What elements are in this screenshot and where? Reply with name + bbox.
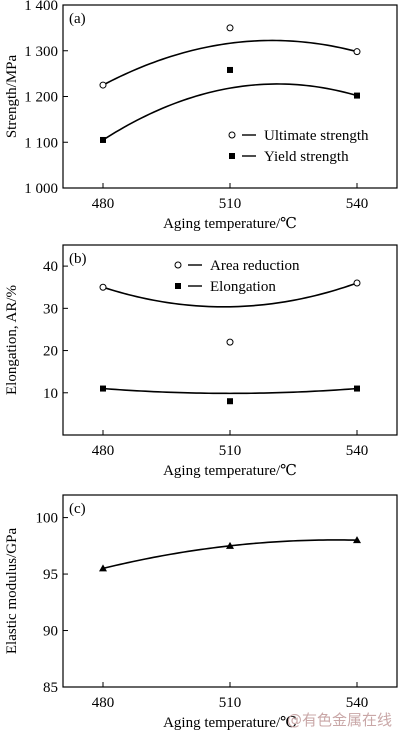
data-point-circle — [353, 48, 361, 56]
series-line — [102, 39, 358, 86]
x-tick-label: 510 — [219, 695, 242, 711]
watermark-text: @有色金属在线 — [287, 711, 392, 729]
x-axis-label: Aging temperature/℃ — [163, 715, 297, 731]
y-tick-label: 1 300 — [24, 44, 58, 60]
x-tick-label: 480 — [92, 443, 115, 459]
legend-marker-square — [175, 283, 181, 289]
x-tick-label: 510 — [219, 443, 242, 459]
data-point-square — [354, 92, 360, 99]
x-tick-label: 540 — [346, 695, 369, 711]
panel-2: (c) 480 510 540 85 90 95 100 Aging temperature/℃… — [4, 494, 398, 731]
x-tick-label: 480 — [92, 695, 115, 711]
data-point-square — [354, 385, 360, 392]
x-tick-label: 540 — [346, 196, 369, 212]
legend-marker-circle — [174, 261, 182, 269]
data-point-square — [100, 385, 106, 392]
data-point-circle — [99, 283, 107, 291]
y-tick-label: 1 400 — [24, 0, 58, 14]
panel-label: (b) — [69, 251, 87, 267]
legend-marker-square — [229, 153, 235, 159]
panel-label: (a) — [69, 11, 86, 27]
legend-label: Elongation — [210, 279, 276, 295]
y-tick-label: 100 — [36, 511, 59, 527]
data-point-circle — [226, 338, 234, 346]
y-tick-label: 85 — [43, 680, 58, 696]
legend-label: Yield strength — [264, 149, 349, 165]
data-point-square — [227, 66, 233, 73]
x-axis-label: Aging temperature/℃ — [163, 463, 297, 479]
panel-label: (c) — [69, 501, 86, 517]
y-tick-label: 90 — [43, 624, 58, 640]
plot-frame — [62, 494, 398, 688]
y-tick-label: 1 200 — [24, 90, 58, 106]
series-line — [102, 83, 358, 141]
legend-marker-circle — [228, 131, 236, 139]
y-axis-label: Elongation, AR/% — [4, 285, 20, 395]
data-point-circle — [353, 279, 361, 287]
y-tick-label: 30 — [43, 301, 58, 317]
data-point-square — [100, 136, 106, 143]
y-tick-label: 95 — [43, 567, 58, 583]
y-axis-label: Strength/MPa — [4, 54, 20, 138]
legend-label: Ultimate strength — [264, 128, 369, 144]
series-line — [102, 387, 358, 395]
y-tick-label: 1 000 — [24, 181, 58, 197]
panel-1: (b) 480 510 540 10 20 30 40 Aging temperature/℃ E… — [4, 244, 398, 479]
data-point-triangle — [99, 564, 107, 572]
y-tick-label: 10 — [43, 386, 58, 402]
y-tick-label: 20 — [43, 344, 58, 360]
series-line — [102, 282, 358, 308]
data-point-circle — [226, 24, 234, 32]
legend-label: Area reduction — [210, 258, 300, 274]
data-point-circle — [99, 81, 107, 89]
data-point-triangle — [226, 541, 234, 549]
y-axis-label: Elastic modulus/GPa — [4, 528, 20, 655]
x-tick-label: 510 — [219, 196, 242, 212]
data-point-triangle — [353, 536, 361, 544]
x-axis-label: Aging temperature/℃ — [163, 216, 297, 232]
data-point-square — [227, 398, 233, 405]
panel-0: (a) 480 510 540 1 000 1 100 1 200 1 300 1 400 Agi… — [4, 0, 398, 232]
y-tick-label: 1 100 — [24, 135, 58, 151]
x-tick-label: 540 — [346, 443, 369, 459]
x-tick-label: 480 — [92, 196, 115, 212]
y-tick-label: 40 — [43, 259, 58, 275]
